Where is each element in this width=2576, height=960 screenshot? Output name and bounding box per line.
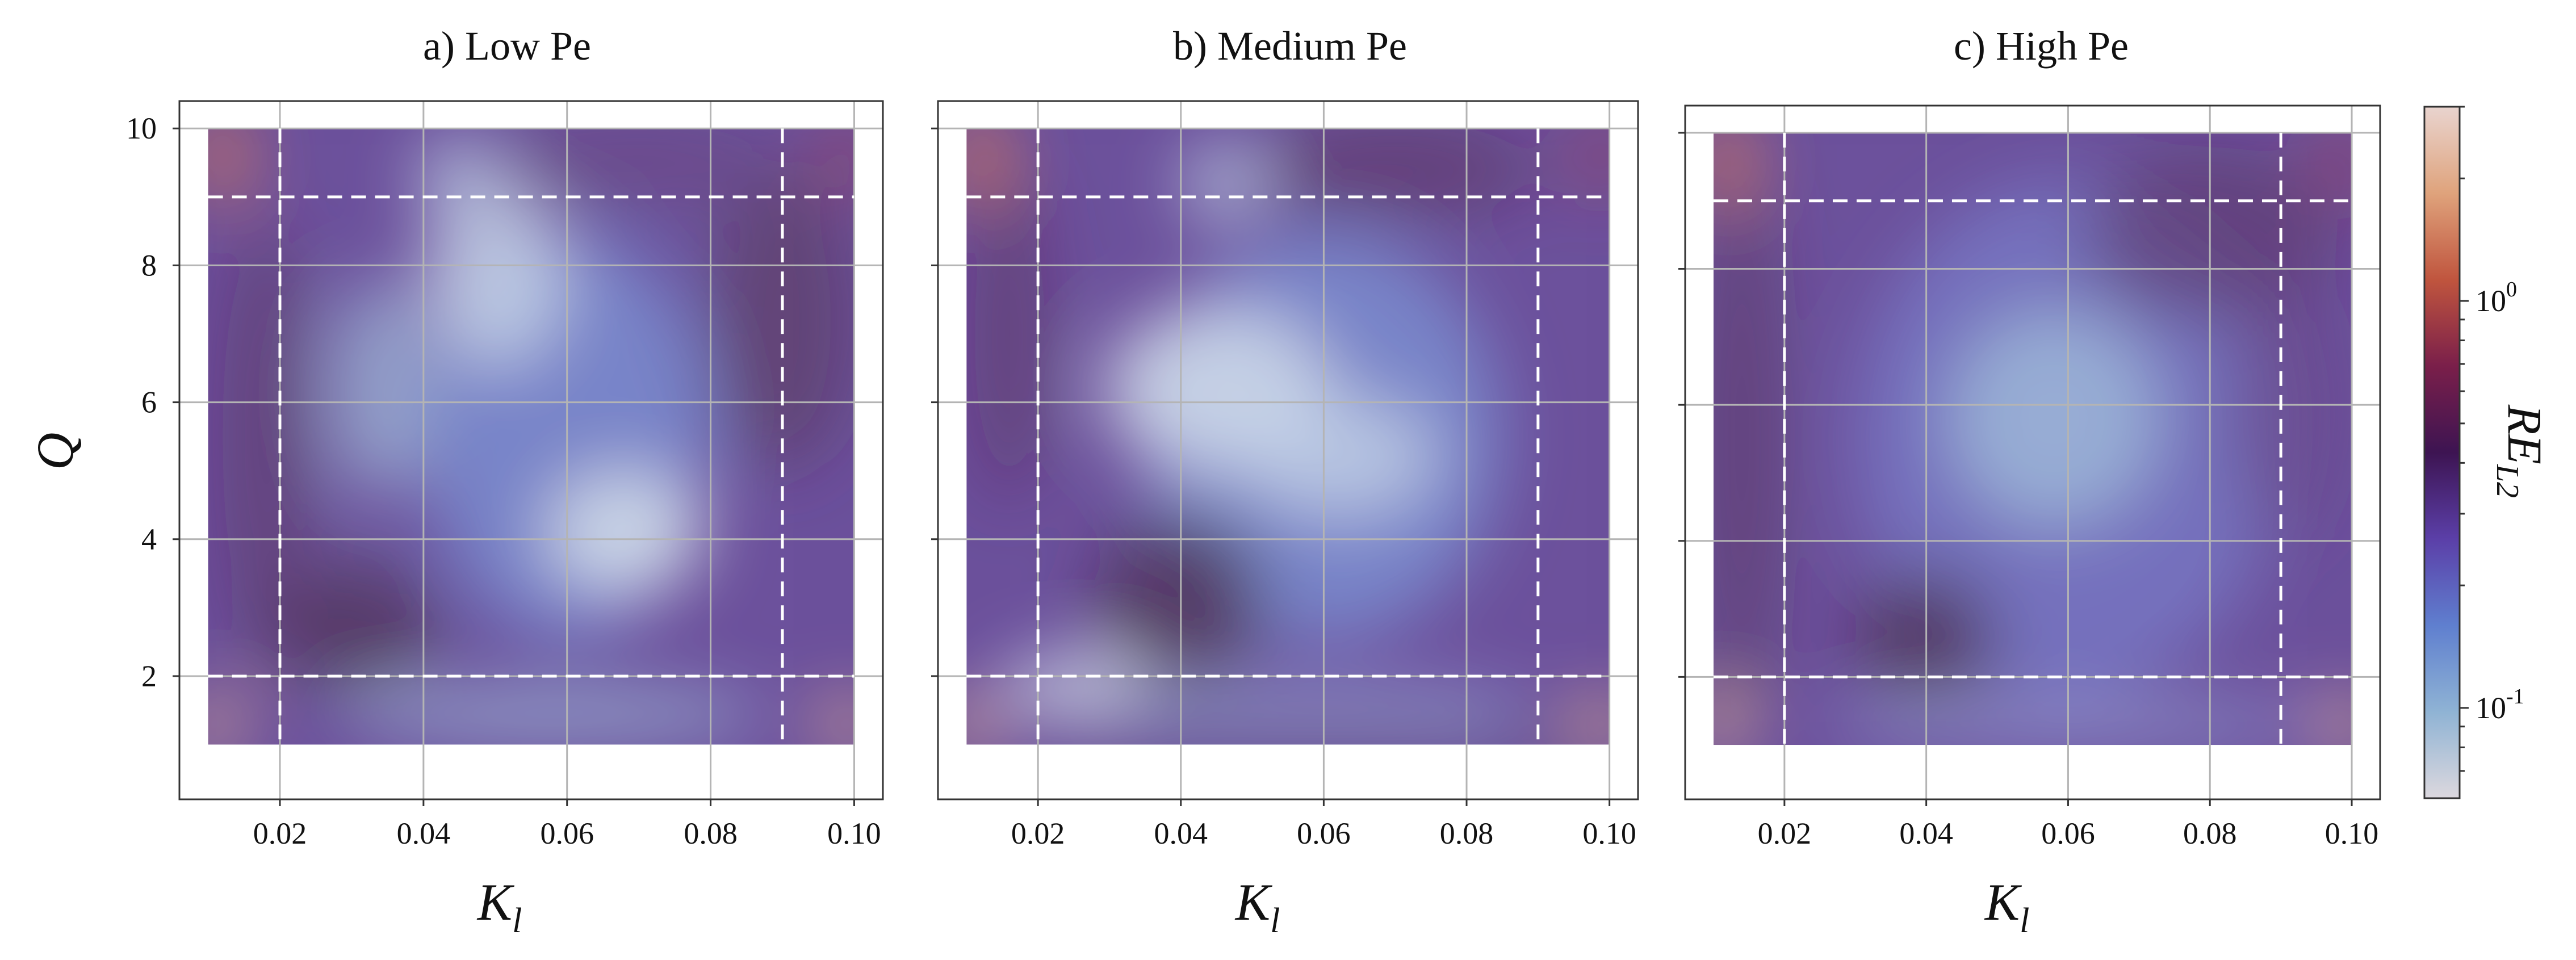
y-tick-label: 8 bbox=[141, 248, 157, 282]
colorbar-ticks: 100 10-1 bbox=[2460, 106, 2524, 772]
x-tick-label: 0.02 bbox=[1011, 816, 1065, 850]
y-ticks: 2 4 6 8 10 bbox=[126, 111, 179, 693]
y-tick-label: 4 bbox=[141, 522, 157, 556]
reference-lines bbox=[208, 128, 855, 745]
x-tick-label: 0.10 bbox=[2325, 816, 2379, 850]
reference-lines bbox=[966, 128, 1610, 745]
heatmap-field bbox=[208, 128, 855, 745]
x-axis-label: Kl bbox=[1984, 873, 2030, 940]
x-tick-label: 0.04 bbox=[1899, 816, 1953, 850]
y-ticks bbox=[1678, 132, 1685, 678]
x-tick-label: 0.04 bbox=[397, 816, 451, 850]
panel-low-pe: a) Low Pe 0.02 0.04 0.06 0.08 0.10 2 4 6 8 10 Kl bbox=[126, 23, 884, 940]
plot-frame bbox=[937, 100, 1639, 800]
colorbar: 100 10-1 REL2 bbox=[2423, 106, 2552, 799]
x-tick-label: 0.08 bbox=[2183, 816, 2237, 850]
panel-medium-pe: b) Medium Pe 0.02 0.04 0.06 0.08 0.10 Kl bbox=[931, 23, 1639, 940]
x-axis-label: Kl bbox=[1234, 873, 1280, 940]
colorbar-gradient bbox=[2424, 107, 2460, 798]
y-tick-label: 6 bbox=[141, 385, 157, 420]
panel-title: a) Low Pe bbox=[423, 23, 591, 69]
heatmap-medium-pe bbox=[966, 128, 1610, 745]
colorbar-tick-label: 10-1 bbox=[2476, 685, 2524, 725]
colorbar-frame bbox=[2423, 106, 2461, 799]
x-ticks: 0.02 0.04 0.06 0.08 0.10 bbox=[1758, 799, 2379, 850]
panel-high-pe: c) High Pe 0.02 0.04 0.06 0.08 0.10 Kl bbox=[1678, 23, 2381, 940]
plot-frame bbox=[178, 100, 884, 800]
plot-frame bbox=[1684, 104, 2381, 800]
heatmap-field bbox=[966, 128, 1610, 745]
y-tick-label: 2 bbox=[141, 659, 157, 693]
x-tick-label: 0.08 bbox=[684, 816, 738, 850]
x-axis-label: Kl bbox=[476, 873, 522, 940]
x-tick-label: 0.02 bbox=[253, 816, 307, 850]
heatmap-grain bbox=[966, 128, 1610, 745]
y-ticks bbox=[931, 127, 938, 677]
x-ticks: 0.02 0.04 0.06 0.08 0.10 bbox=[1011, 799, 1636, 850]
reference-lines bbox=[1713, 132, 2352, 745]
x-tick-label: 0.10 bbox=[827, 816, 881, 850]
panel-title: c) High Pe bbox=[1954, 23, 2129, 69]
x-tick-label: 0.08 bbox=[1440, 816, 1494, 850]
y-tick-label: 10 bbox=[126, 111, 157, 145]
x-tick-label: 0.02 bbox=[1758, 816, 1812, 850]
heatmap-grain bbox=[1713, 132, 2352, 745]
heatmap-field bbox=[1713, 132, 2352, 745]
x-tick-label: 0.06 bbox=[2041, 816, 2095, 850]
x-tick-label: 0.06 bbox=[1297, 816, 1351, 850]
x-tick-label: 0.10 bbox=[1582, 816, 1636, 850]
x-tick-label: 0.06 bbox=[540, 816, 594, 850]
heatmap-grain bbox=[208, 128, 855, 745]
x-tick-label: 0.04 bbox=[1154, 816, 1208, 850]
panel-title: b) Medium Pe bbox=[1173, 23, 1407, 69]
colorbar-label: REL2 bbox=[2490, 404, 2552, 498]
colorbar-tick-label: 100 bbox=[2476, 278, 2517, 318]
x-ticks: 0.02 0.04 0.06 0.08 0.10 bbox=[253, 799, 881, 850]
y-axis-label: Q bbox=[26, 433, 84, 470]
heatmap-low-pe bbox=[208, 128, 855, 745]
heatmap-high-pe bbox=[1713, 132, 2352, 745]
